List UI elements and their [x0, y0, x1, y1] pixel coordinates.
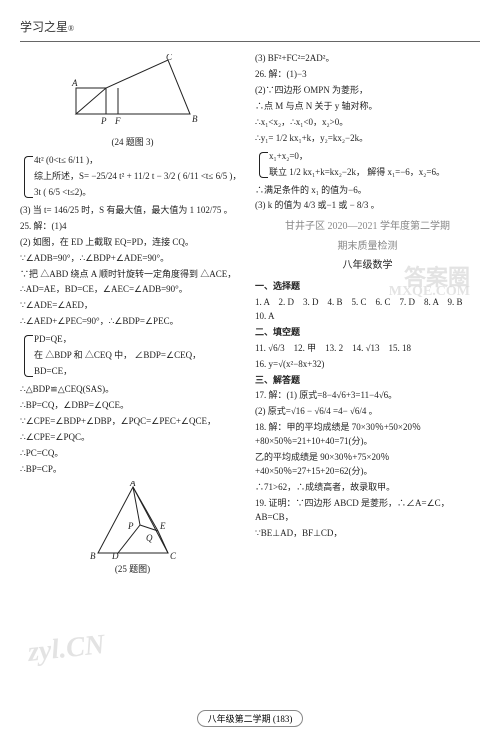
- svg-text:A: A: [129, 481, 136, 488]
- svg-text:E: E: [159, 521, 166, 531]
- q25-3: (3) BF²+FC²=2AD²。: [255, 52, 480, 66]
- svg-text:Q: Q: [146, 533, 153, 543]
- diagram-24: A C B P F (24 题图 3): [20, 54, 245, 150]
- svg-text:B: B: [192, 114, 198, 124]
- header-rule: [20, 41, 480, 42]
- q26-head: 26. 解：(1)−3: [255, 68, 480, 82]
- congruence-bracket: PD=QE， 在 △BDP 和 △CEQ 中， ∠BDP=∠CEQ， BD=CE…: [20, 333, 245, 379]
- svg-text:B: B: [90, 551, 96, 561]
- q24-3: (3) 当 t= 146/25 时，S 有最大值，最大值为 1 102/75 。: [20, 204, 245, 218]
- watermark-1: zyl.CN: [27, 629, 107, 669]
- fill-answers: 11. √6/3 12. 甲 13. 2 14. √13 15. 18: [255, 342, 480, 356]
- page-header: 学习之星®: [20, 18, 480, 35]
- section-choice: 一、选择题: [255, 280, 480, 294]
- right-column: (3) BF²+FC²=2AD²。 26. 解：(1)−3 (2)∵四边形 OM…: [255, 50, 480, 581]
- diagram-25-caption: (25 题图): [20, 563, 245, 577]
- system-bracket: x₁+x₂=0， 联立 1/2 kx₁+k=kx₂−2k， 解得 x₁=−6，x…: [255, 150, 480, 180]
- svg-text:C: C: [170, 551, 177, 561]
- exam-title-1: 甘井子区 2020—2021 学年度第二学期: [255, 219, 480, 235]
- q25-head: 25. 解：(1)4: [20, 220, 245, 234]
- svg-text:A: A: [71, 78, 78, 88]
- piecewise-bracket: 4t² (0<t≤ 6/11 )， 综上所述，S= −25/24 t² + 11…: [20, 154, 245, 200]
- svg-text:P: P: [127, 521, 134, 531]
- choice-answers: 1. A 2. D 3. D 4. B 5. C 6. C 7. D 8. A …: [255, 296, 480, 324]
- diagram-25: A B C D E P Q (25 题图): [20, 481, 245, 577]
- exam-title-2: 期末质量检测: [255, 239, 480, 255]
- svg-text:F: F: [114, 116, 121, 126]
- svg-text:C: C: [166, 54, 173, 62]
- section-answer: 三、解答题: [255, 374, 480, 388]
- left-column: A C B P F (24 题图 3) 4t² (0<t≤ 6/11 )， 综上…: [20, 50, 245, 581]
- page-footer: 八年级第二学期 (183): [0, 710, 500, 727]
- section-fill: 二、填空题: [255, 326, 480, 340]
- exam-subject: 八年级数学: [255, 258, 480, 274]
- diagram-24-caption: (24 题图 3): [20, 136, 245, 150]
- svg-text:D: D: [111, 551, 119, 561]
- svg-text:P: P: [100, 116, 107, 126]
